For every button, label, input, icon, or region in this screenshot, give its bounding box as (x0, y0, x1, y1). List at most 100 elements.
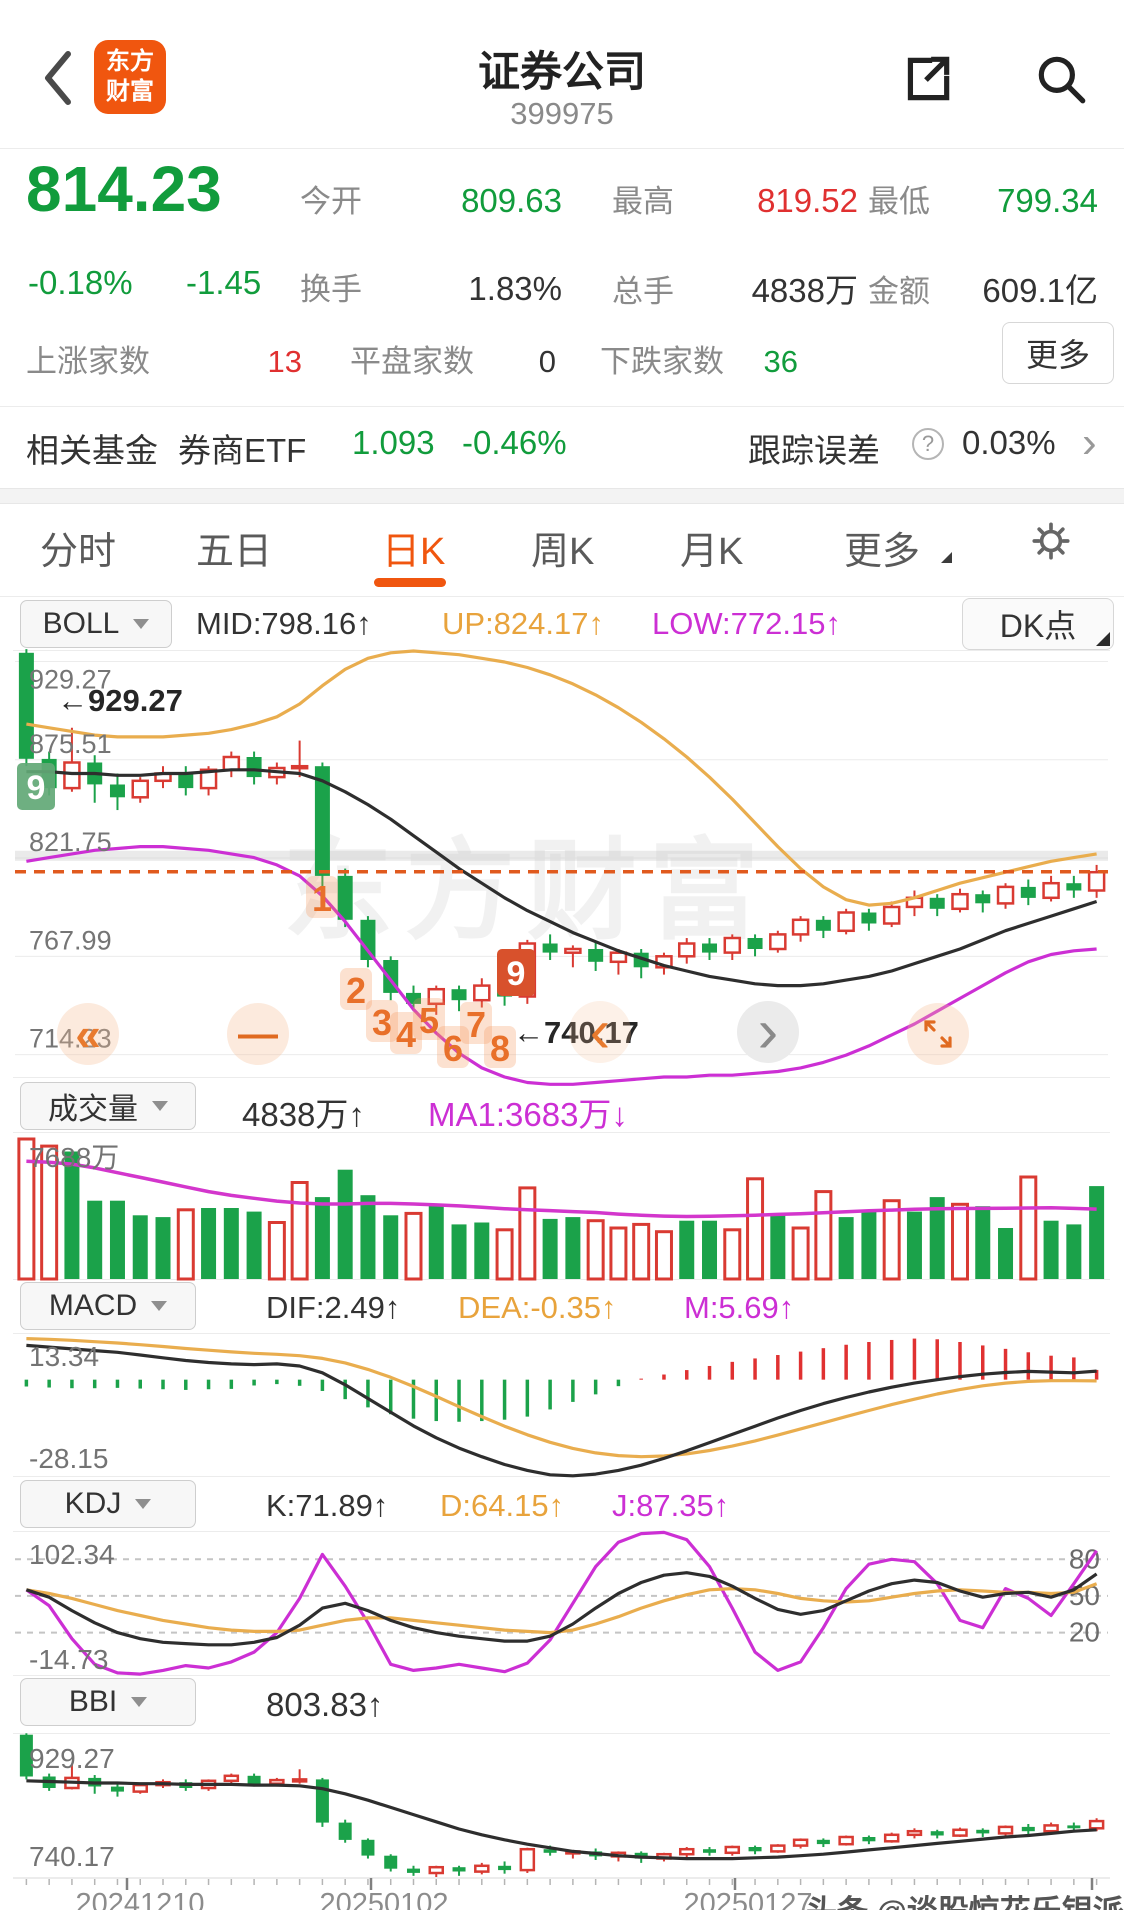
price-annotation: ←929.27 (57, 683, 183, 718)
stat-amount: 金额 609.1亿 (868, 272, 1098, 309)
boll-mid-value: MID:798.16↑ (196, 606, 372, 641)
axis-label: 875.51 (29, 729, 112, 759)
bbi-label: BBI (68, 1685, 118, 1718)
axis-label: 929.27 (29, 1743, 115, 1774)
logo-line2: 财富 (106, 78, 154, 105)
tab-more[interactable]: 更多 (844, 531, 921, 573)
bbi-indicator-dropdown[interactable]: BBI (20, 1678, 196, 1726)
boll-indicator-dropdown[interactable]: BOLL (20, 600, 172, 648)
tab-5day[interactable]: 五日 (196, 531, 273, 573)
dropdown-caret-icon (151, 1301, 168, 1311)
axis-label: 929.27 (29, 664, 112, 694)
main-chart-canvas[interactable]: 929.27 875.51 821.75 767.99 714.23 ←929.27 ←74… (13, 649, 1110, 1086)
date-label: 20250102 (319, 1888, 449, 1910)
chart-settings-gear-icon[interactable] (1028, 518, 1074, 569)
axis-label: 714.23 (29, 1024, 112, 1054)
eastmoney-logo[interactable]: 东方 财富 (94, 40, 166, 114)
fullscreen-expand-icon[interactable] (907, 1003, 969, 1065)
share-icon[interactable] (898, 50, 956, 113)
macd-dif-value: DIF:2.49↑ (266, 1290, 401, 1325)
logo-line1: 东方 (106, 48, 154, 75)
fund-change: -0.46% (462, 424, 567, 461)
stat-low: 最低 799.34 (868, 182, 1098, 219)
current-price: 814.23 (26, 153, 222, 225)
dk-point-label: DK点 (999, 608, 1077, 644)
boll-low-value: LOW:772.15↑ (652, 606, 841, 641)
macd-indicator-dropdown[interactable]: MACD (20, 1282, 196, 1330)
help-icon[interactable]: ? (912, 428, 944, 460)
volume-value: 4838万↑ (242, 1096, 365, 1133)
axis-label: -28.15 (29, 1443, 108, 1474)
volume-indicator-dropdown[interactable]: 成交量 (20, 1082, 196, 1130)
axis-label: 20 (1069, 1617, 1100, 1648)
stat-open: 今开 809.63 (300, 182, 562, 219)
date-label: 20241210 (75, 1888, 205, 1910)
stat-high: 最高 819.52 (612, 182, 858, 219)
axis-label: 7688万 (29, 1142, 119, 1173)
scroll-left-fast-button[interactable]: « (57, 1003, 119, 1065)
kdj-j-value: J:87.35↑ (612, 1488, 730, 1523)
tab-more-triangle-icon (941, 552, 952, 563)
sequence-marker: 7 (466, 1004, 486, 1045)
breadth-down: 下跌家数 36 (600, 344, 798, 379)
breadth-flat: 平盘家数 0 (350, 344, 556, 379)
dk-point-button[interactable]: DK点 (962, 598, 1114, 650)
axis-label: 740.17 (29, 1841, 115, 1872)
macd-dea-value: DEA:-0.35↑ (458, 1290, 617, 1325)
sequence-marker: 4 (396, 1014, 416, 1055)
zoom-out-button[interactable]: — (227, 1003, 289, 1065)
price-annotation: ←740.17 (513, 1015, 639, 1050)
stock-code: 399975 (510, 96, 614, 131)
axis-label: 13.34 (29, 1341, 99, 1372)
tracking-error-value: 0.03% (962, 424, 1056, 461)
back-button[interactable] (36, 48, 76, 113)
kdj-chart[interactable]: 80 50 20 102.34 -14.73 (13, 1530, 1110, 1676)
corner-triangle-icon (1096, 632, 1110, 646)
next-button[interactable]: › (737, 1001, 799, 1063)
axis-label: 767.99 (29, 925, 112, 955)
volume-chart[interactable]: 7688万 (13, 1132, 1110, 1281)
sequence-marker: 5 (419, 1000, 439, 1041)
fund-name[interactable]: 券商ETF (178, 432, 307, 469)
nine-turn-badge: 9 (507, 955, 526, 993)
axis-label: -14.73 (29, 1644, 108, 1675)
page-title: 证券公司 (477, 48, 646, 95)
sequence-marker: 1 (312, 878, 332, 919)
tab-daily-k[interactable]: 日K (382, 531, 446, 573)
fund-price: 1.093 (352, 424, 435, 461)
more-stats-button[interactable]: 更多 (1002, 322, 1114, 384)
sequence-marker: 3 (372, 1002, 392, 1043)
axis-label: 821.75 (29, 827, 112, 857)
macd-m-value: M:5.69↑ (684, 1290, 795, 1325)
kdj-indicator-dropdown[interactable]: KDJ (20, 1480, 196, 1528)
sequence-marker: 6 (443, 1028, 463, 1069)
sequence-marker: 2 (346, 970, 366, 1011)
boll-label: BOLL (42, 607, 120, 640)
search-icon[interactable] (1032, 50, 1090, 113)
kdj-label: KDJ (64, 1487, 122, 1520)
tab-monthly-k[interactable]: 月K (680, 531, 744, 573)
main-candlestick-chart[interactable]: 东方财富 929.27 875.51 821.75 767.99 714.23 ←929.… (13, 649, 1110, 1086)
nine-turn-badge: 9 (27, 769, 46, 807)
bbi-chart[interactable]: 929.27 740.17 (13, 1733, 1110, 1879)
sequence-marker: 8 (490, 1028, 510, 1069)
fund-row-label: 相关基金 (26, 432, 158, 469)
tab-minute[interactable]: 分时 (40, 531, 117, 573)
stat-turnover: 换手 1.83% (300, 270, 562, 307)
kdj-d-value: D:64.15↑ (440, 1488, 565, 1523)
volume-ma-value: MA1:3683万↓ (428, 1096, 628, 1133)
dropdown-caret-icon (131, 1697, 148, 1707)
dropdown-caret-icon (133, 619, 150, 629)
macd-label: MACD (48, 1289, 138, 1322)
prev-button[interactable]: ‹ (569, 1001, 631, 1063)
macd-chart[interactable]: 13.34 -28.15 (13, 1333, 1110, 1478)
tab-weekly-k[interactable]: 周K (531, 531, 595, 573)
date-axis-ruler[interactable] (13, 1877, 1110, 1892)
boll-up-value: UP:824.17↑ (442, 606, 604, 641)
stat-volume: 总手 4838万 (612, 272, 858, 309)
axis-label: 102.34 (29, 1539, 115, 1570)
active-tab-underline (374, 578, 446, 587)
chevron-right-icon[interactable]: › (1082, 418, 1097, 467)
breadth-up: 上涨家数 13 (26, 344, 302, 379)
